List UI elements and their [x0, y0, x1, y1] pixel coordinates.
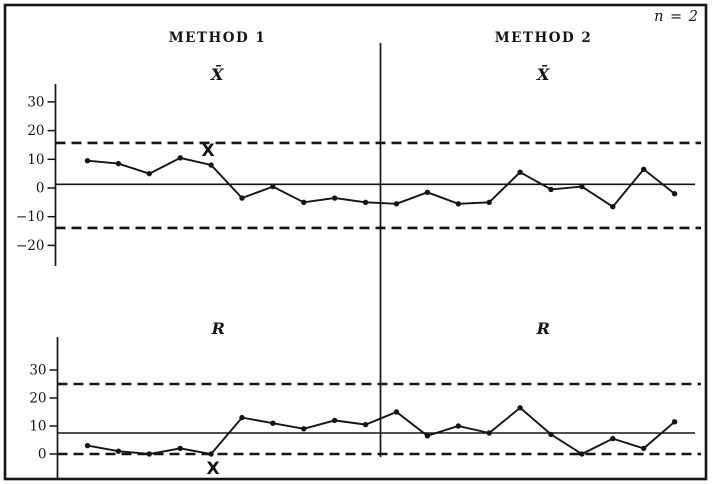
- r-chart: 30 20 10 0 X: [29, 337, 701, 479]
- r-data-point: [301, 426, 307, 432]
- r-data-point: [84, 442, 91, 449]
- xbar-data-point: [239, 195, 245, 201]
- r-data-point: [115, 448, 122, 454]
- xbar-y-tick-label: 10: [27, 152, 44, 168]
- r-chart-title-method-2: R: [536, 319, 551, 338]
- r-data-point: [208, 451, 214, 457]
- r-data-point: [579, 451, 585, 457]
- r-data-point: [486, 430, 492, 436]
- r-data-point: [548, 431, 554, 438]
- r-data-point: [671, 419, 678, 425]
- r-data-point: [146, 451, 152, 457]
- xbar-y-tick-label: 0: [36, 181, 45, 197]
- r-data-point: [270, 420, 276, 426]
- r-data-point: [332, 417, 338, 424]
- xbar-data-point: [486, 199, 492, 206]
- xbar-y-tick-label: 20: [27, 123, 44, 139]
- r-data-point: [641, 445, 647, 452]
- xbar-chart: 30 20 10 0 −10 −20 X: [16, 84, 701, 266]
- xbar-data-point: [332, 195, 338, 201]
- xbar-data-point: [115, 160, 122, 167]
- r-data-point: [177, 445, 183, 452]
- xbar-data-point: [517, 169, 523, 175]
- r-y-tick-label: 20: [29, 391, 46, 407]
- xbar-y-tick-label: 30: [27, 94, 44, 110]
- r-data-point: [424, 433, 431, 439]
- r-y-tick-label: 10: [29, 419, 46, 435]
- chart-layers: 30 20 10 0 −10 −20 X 30 20 10 0 X: [16, 84, 701, 479]
- xbar-data-point: [146, 170, 152, 177]
- r-chart-title-method-1: R: [211, 319, 226, 338]
- xbar-chart-title-method-2: X̄: [537, 65, 550, 84]
- xbar-data-line: [87, 156, 676, 208]
- xbar-out-of-control-mark: X: [202, 141, 215, 161]
- figure-frame: [3, 3, 708, 481]
- xbar-data-point: [362, 199, 369, 206]
- r-data-point: [393, 409, 400, 415]
- xbar-chart-title-method-1: X̄: [211, 65, 224, 84]
- r-data-point: [239, 414, 245, 421]
- xbar-data-point: [548, 186, 554, 193]
- r-data-point: [610, 435, 616, 442]
- xbar-data-point: [671, 191, 678, 197]
- r-data-line: [87, 406, 676, 456]
- xbar-data-point: [393, 201, 400, 207]
- xbar-data-point: [424, 189, 431, 196]
- xbar-data-point: [301, 199, 307, 206]
- sample-size-note: n = 2: [654, 9, 699, 25]
- xbar-data-point: [208, 162, 214, 168]
- xbar-data-point: [84, 158, 91, 164]
- xbar-data-point: [610, 203, 616, 210]
- panel-heading-method-2: METHOD 2: [494, 30, 593, 46]
- xbar-y-tick-label: −20: [16, 238, 45, 254]
- r-data-point: [455, 423, 461, 429]
- r-y-tick-label: 0: [38, 447, 47, 463]
- r-y-tick-label: 30: [29, 363, 46, 379]
- xbar-data-point: [579, 183, 585, 190]
- r-out-of-control-mark: X: [207, 459, 220, 479]
- xbar-data-point: [177, 155, 183, 161]
- r-data-point: [517, 405, 523, 411]
- xbar-data-point: [641, 166, 647, 173]
- r-data-point: [362, 421, 369, 428]
- panel-heading-method-1: METHOD 1: [168, 30, 267, 46]
- xbar-y-tick-label: −10: [16, 209, 45, 225]
- xbar-data-point: [270, 183, 276, 190]
- xbar-data-point: [455, 201, 461, 207]
